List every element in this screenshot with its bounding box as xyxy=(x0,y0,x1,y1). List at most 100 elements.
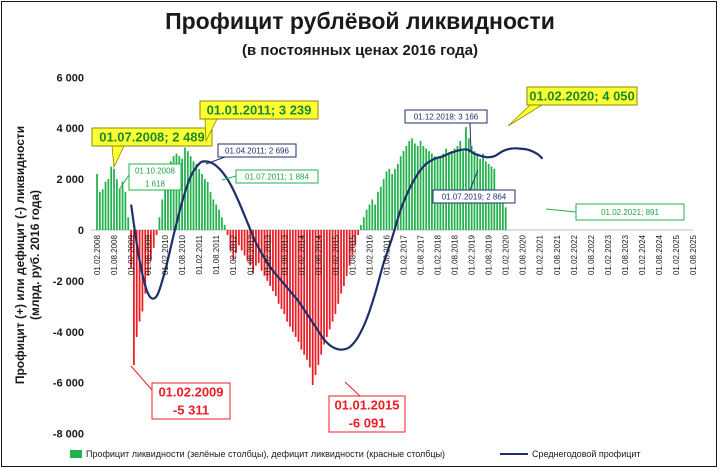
annotation-leader xyxy=(469,169,479,191)
bar xyxy=(221,217,223,230)
bar xyxy=(238,230,240,246)
bar xyxy=(371,199,374,230)
bar xyxy=(110,166,113,230)
bar xyxy=(107,179,110,230)
legend-bars-label: Профицит ликвидности (зелёные столбцы), … xyxy=(86,449,445,459)
x-tick-label: 01.02.2014 xyxy=(297,234,306,275)
annotation-label: 01.12.2018; 3 166 xyxy=(414,112,479,121)
annotation-leader xyxy=(469,122,472,153)
bar xyxy=(274,230,277,297)
bar xyxy=(113,168,115,230)
bar xyxy=(121,181,124,230)
annotation-box xyxy=(526,86,638,106)
bar xyxy=(459,140,462,231)
bar xyxy=(431,153,433,230)
bar xyxy=(249,230,252,266)
y-tick-label: 0 xyxy=(78,225,84,237)
bar xyxy=(382,179,385,230)
x-tick-label: 01.08.2021 xyxy=(553,234,562,275)
bar xyxy=(365,209,368,230)
bar xyxy=(263,230,266,276)
bar xyxy=(357,230,359,236)
chart-title: Профицит рублёвой ликвидности xyxy=(165,8,555,34)
bar xyxy=(294,230,297,337)
bar xyxy=(277,230,280,304)
x-tick-label: 01.02.2016 xyxy=(366,234,375,275)
x-tick-label: 01.08.2023 xyxy=(621,234,630,275)
x-tick-label: 01.08.2022 xyxy=(587,234,596,275)
bar xyxy=(402,151,405,230)
x-tick-label: 01.02.2008 xyxy=(93,234,102,275)
annotation-label: -5 311 xyxy=(173,403,209,418)
x-tick-label: 01.08.2010 xyxy=(178,234,187,275)
x-tick-label: 01.08.2024 xyxy=(655,234,664,275)
chart-subtitle: (в постоянных ценах 2016 года) xyxy=(242,42,478,59)
annotation-label: 01.01.2011; 3 239 xyxy=(207,103,312,118)
x-tick-label: 01.08.2011 xyxy=(212,234,221,274)
bar xyxy=(374,204,377,230)
x-tick-label: 01.02.2019 xyxy=(468,234,477,275)
bar xyxy=(377,191,379,230)
x-tick-label: 01.02.2017 xyxy=(400,234,409,275)
annotation-box xyxy=(91,127,213,147)
bar xyxy=(104,181,107,230)
bar xyxy=(470,146,473,230)
x-tick-label: 01.08.2016 xyxy=(383,234,392,275)
y-tick-label: -6 000 xyxy=(53,378,84,390)
bar xyxy=(269,230,271,286)
x-tick-label: 01.02.2015 xyxy=(331,234,340,275)
bar xyxy=(175,153,178,230)
bar xyxy=(408,140,411,231)
annotation-label: 01.10.2008 xyxy=(135,166,176,175)
bar xyxy=(416,146,419,230)
x-tick-label: 01.08.2015 xyxy=(348,234,357,275)
bar xyxy=(212,199,215,230)
annotation-box xyxy=(432,189,516,204)
bar xyxy=(504,207,507,230)
x-tick-label: 01.08.2020 xyxy=(519,234,528,275)
bar xyxy=(98,191,101,230)
annotation-box xyxy=(404,109,488,124)
bar xyxy=(124,191,127,230)
annotation-box xyxy=(128,163,182,191)
annotation-label: 01.01.2015 xyxy=(334,398,399,413)
bar xyxy=(291,230,294,332)
bar xyxy=(115,179,118,230)
bar xyxy=(419,140,422,231)
bar xyxy=(331,230,334,322)
annotation-box xyxy=(235,169,319,184)
bar xyxy=(161,199,164,230)
bar xyxy=(152,230,155,248)
bar xyxy=(192,161,195,230)
bar xyxy=(399,156,402,230)
bar xyxy=(413,143,416,230)
x-tick-label: 01.08.2012 xyxy=(246,234,255,275)
bar xyxy=(150,230,152,261)
bar xyxy=(334,230,337,314)
x-tick-label: 01.08.2008 xyxy=(110,234,119,275)
bar xyxy=(147,230,149,276)
bar xyxy=(96,174,98,230)
x-tick-label: 01.02.2013 xyxy=(263,234,272,275)
annotation-label: 01.07.2019; 2 864 xyxy=(442,192,507,201)
annotation-box xyxy=(199,100,319,120)
bar xyxy=(215,204,218,230)
bar xyxy=(379,186,382,231)
bar xyxy=(394,168,396,230)
x-tick-label: 01.08.2025 xyxy=(689,234,698,275)
bar xyxy=(235,230,237,253)
y-tick-label: -2 000 xyxy=(53,276,84,288)
bar xyxy=(314,230,317,376)
bar xyxy=(465,126,467,230)
annotation-box xyxy=(328,395,406,433)
bar xyxy=(362,217,365,230)
bar xyxy=(229,230,232,251)
y-tick-label: 2 000 xyxy=(56,174,84,186)
bar xyxy=(172,156,175,230)
annotation-label: 01.07.2008; 2 489 xyxy=(99,130,205,145)
annotation-label: -6 091 xyxy=(349,416,386,431)
bar xyxy=(133,230,135,366)
x-axis: 01.02.2008 01.08.2008 01.02.2009 01.08.2009… xyxy=(93,234,698,275)
